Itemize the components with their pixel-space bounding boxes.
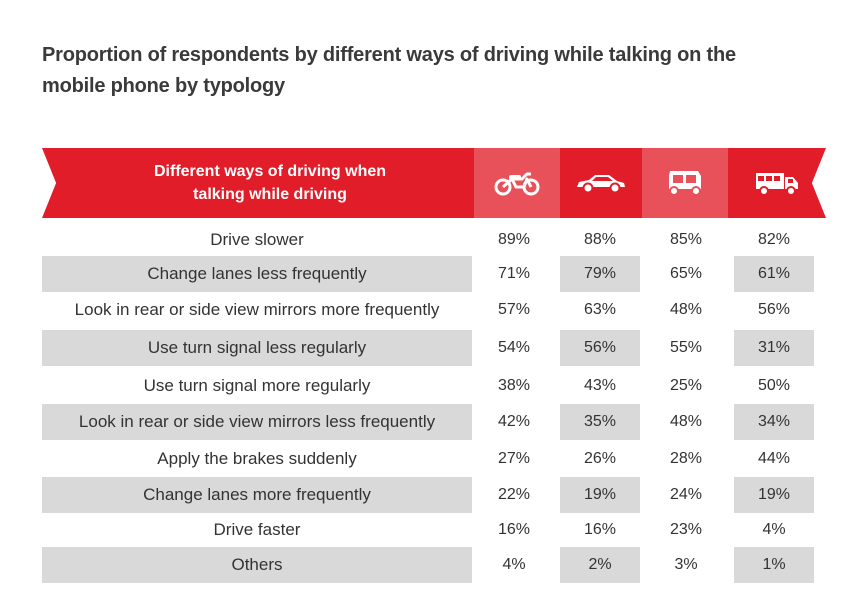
table-header-label: Different ways of driving when talking w… (80, 160, 460, 206)
column-header-truck (728, 148, 826, 218)
cell-car: 19% (560, 477, 640, 513)
cell-motorcycle: 4% (502, 556, 526, 573)
cell-truck: 56% (757, 301, 791, 318)
row-shade (42, 477, 472, 513)
cell-motorcycle: 27% (497, 450, 531, 467)
table-row: Drive slower 89% 88% 85% 82% (42, 222, 826, 258)
motorcycle-icon (494, 172, 540, 196)
column-header-auto-rickshaw (642, 148, 728, 218)
table-row: Look in rear or side view mirrors more f… (42, 292, 826, 328)
car-icon (577, 175, 625, 194)
cell-truck: 34% (734, 404, 814, 440)
cell-truck: 61% (734, 256, 814, 292)
row-shade (42, 330, 472, 366)
cell-motorcycle: 71% (497, 265, 531, 282)
row-label: Look in rear or side view mirrors less f… (78, 412, 436, 431)
row-label: Drive slower (210, 230, 304, 249)
title-line-2: mobile phone by typology (42, 75, 285, 97)
title-line-1: Proportion of respondents by different w… (42, 44, 736, 66)
cell-motorcycle: 42% (497, 413, 531, 430)
cell-car: 43% (583, 377, 617, 394)
cell-car: 79% (560, 256, 640, 292)
cell-truck: 44% (757, 450, 791, 467)
table-row: Apply the brakes suddenly 27% 26% 28% 44… (42, 441, 826, 477)
cell-auto-rickshaw: 28% (669, 450, 703, 467)
cell-motorcycle: 57% (497, 301, 531, 318)
cell-car: 16% (583, 521, 617, 538)
cell-car: 26% (583, 450, 617, 467)
row-label: Apply the brakes suddenly (157, 449, 357, 468)
table-row: Drive faster 16% 16% 23% 4% (42, 512, 826, 548)
header-label-line-2: talking while driving (193, 186, 347, 203)
row-shade (42, 404, 472, 440)
row-label: Use turn signal less regularly (147, 338, 367, 357)
cell-auto-rickshaw: 48% (669, 301, 703, 318)
cell-truck: 4% (762, 521, 786, 538)
cell-truck: 50% (757, 377, 791, 394)
cell-auto-rickshaw: 24% (669, 486, 703, 503)
cell-truck: 82% (757, 231, 791, 248)
cell-car: 35% (560, 404, 640, 440)
truck-icon (756, 173, 798, 196)
cell-motorcycle: 89% (497, 231, 531, 248)
cell-car: 2% (560, 547, 640, 583)
cell-auto-rickshaw: 55% (669, 339, 703, 356)
cell-auto-rickshaw: 85% (669, 231, 703, 248)
cell-motorcycle: 54% (497, 339, 531, 356)
cell-truck: 31% (734, 330, 814, 366)
cell-motorcycle: 38% (497, 377, 531, 394)
table-row: Change lanes less frequently 71% 79% 65%… (42, 256, 826, 292)
cell-auto-rickshaw: 3% (674, 556, 698, 573)
cell-truck: 1% (734, 547, 814, 583)
cell-car: 88% (583, 231, 617, 248)
cell-auto-rickshaw: 23% (669, 521, 703, 538)
cell-motorcycle: 22% (497, 486, 531, 503)
table-row: Use turn signal more regularly 38% 43% 2… (42, 368, 826, 404)
cell-auto-rickshaw: 65% (669, 265, 703, 282)
row-label: Drive faster (213, 520, 301, 539)
table-row: Others 4% 2% 3% 1% (42, 547, 826, 583)
header-label-line-1: Different ways of driving when (153, 163, 387, 180)
column-header-motorcycle (474, 148, 560, 218)
cell-auto-rickshaw: 48% (669, 413, 703, 430)
chart-title: Proportion of respondents by different w… (42, 40, 802, 102)
cell-truck: 19% (734, 477, 814, 513)
row-label: Use turn signal more regularly (143, 376, 371, 395)
row-label: Change lanes more frequently (143, 485, 371, 504)
cell-auto-rickshaw: 25% (669, 377, 703, 394)
cell-motorcycle: 16% (497, 521, 531, 538)
table-row: Change lanes more frequently 22% 19% 24%… (42, 477, 826, 513)
row-shade (42, 256, 472, 292)
cell-car: 63% (583, 301, 617, 318)
row-label: Change lanes less frequently (147, 264, 367, 283)
cell-car: 56% (560, 330, 640, 366)
row-label: Look in rear or side view mirrors more f… (74, 300, 440, 319)
column-header-car (560, 148, 642, 218)
row-shade (42, 547, 472, 583)
row-label: Others (231, 555, 283, 574)
table-row: Use turn signal less regularly 54% 56% 5… (42, 330, 826, 366)
table-row: Look in rear or side view mirrors less f… (42, 404, 826, 440)
auto-rickshaw-icon (669, 171, 701, 196)
